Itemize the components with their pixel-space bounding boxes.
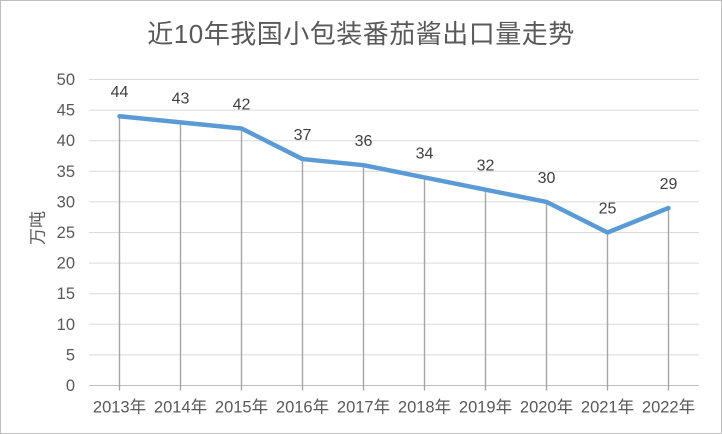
x-tick-label: 2018年 <box>398 398 451 417</box>
data-label: 36 <box>355 133 373 150</box>
data-label: 37 <box>294 127 312 144</box>
y-tick-label: 35 <box>57 163 75 181</box>
x-tick-label: 2015年 <box>215 398 268 417</box>
y-tick-label: 25 <box>57 224 75 242</box>
y-tick-label: 45 <box>57 102 75 120</box>
y-tick-label: 10 <box>57 316 75 334</box>
chart-title: 近10年我国小包装番茄酱出口量走势 <box>147 19 575 49</box>
x-tick-label: 2019年 <box>459 398 512 417</box>
x-tick-label: 2017年 <box>337 398 390 417</box>
data-label: 25 <box>599 201 617 218</box>
y-tick-label: 20 <box>57 255 75 273</box>
y-tick-label: 0 <box>66 377 75 395</box>
y-tick-label: 50 <box>57 71 75 89</box>
data-label: 32 <box>477 158 495 175</box>
data-label: 42 <box>233 96 251 113</box>
y-tick-label: 30 <box>57 193 75 211</box>
data-label: 34 <box>416 145 434 162</box>
x-tick-label: 2021年 <box>581 398 634 417</box>
y-tick-label: 5 <box>66 346 75 364</box>
x-tick-label: 2020年 <box>520 398 573 417</box>
data-label: 44 <box>111 84 129 101</box>
x-tick-label: 2022年 <box>642 398 695 417</box>
series-line <box>117 113 671 235</box>
x-tick-label: 2013年 <box>93 398 146 417</box>
data-label: 30 <box>538 170 556 187</box>
x-tick-label: 2016年 <box>276 398 329 417</box>
y-tick-label: 15 <box>57 285 75 303</box>
y-tick-label: 40 <box>57 132 75 150</box>
data-label: 43 <box>172 90 190 107</box>
x-tick-label: 2014年 <box>154 398 207 417</box>
data-label: 29 <box>660 176 678 193</box>
